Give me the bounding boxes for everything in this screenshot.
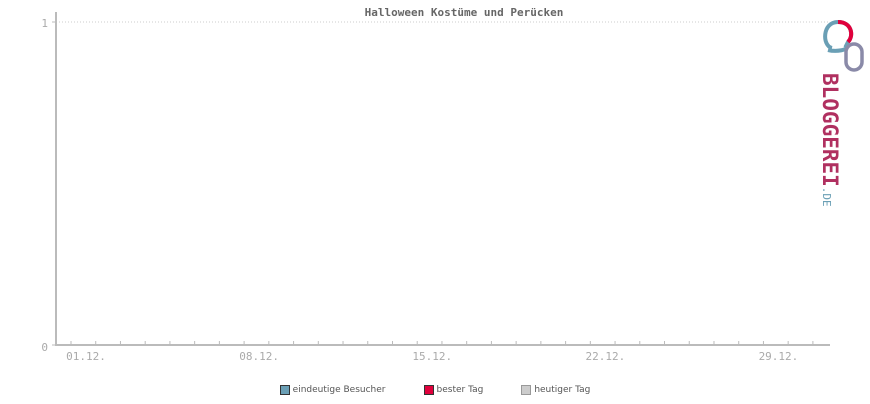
- legend-swatch: [423, 385, 434, 395]
- legend-item: heutiger Tag: [521, 385, 590, 395]
- svg-text:BLOGGEREI.DE: BLOGGEREI.DE: [818, 73, 842, 207]
- x-tick-label: 08.12.: [239, 350, 279, 363]
- y-tick-label: 0: [41, 341, 48, 354]
- x-tick-label: 22.12.: [585, 350, 625, 363]
- legend-item: eindeutige Besucher: [279, 385, 386, 395]
- y-tick-label: 1: [41, 17, 48, 30]
- x-tick-label: 29.12.: [759, 350, 799, 363]
- legend-label: heutiger Tag: [534, 385, 591, 395]
- legend-swatch: [279, 385, 290, 395]
- legend-label: eindeutige Besucher: [292, 385, 386, 395]
- legend: eindeutige Besucher bester Tag heutiger …: [0, 385, 870, 395]
- chart-title: Halloween Kostüme und Perücken: [365, 6, 564, 19]
- bloggerei-logo: BLOGGEREI.DE: [818, 19, 864, 207]
- legend-item: bester Tag: [423, 385, 484, 395]
- legend-label: bester Tag: [436, 385, 484, 395]
- x-tick-label: 01.12.: [66, 350, 106, 363]
- legend-swatch: [521, 385, 532, 395]
- x-tick-label: 15.12.: [412, 350, 452, 363]
